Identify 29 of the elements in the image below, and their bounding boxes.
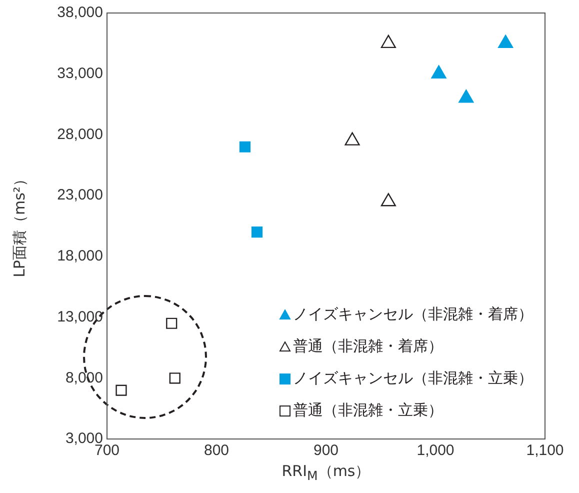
point: [166, 318, 178, 329]
point: [380, 34, 396, 48]
x-tick-label: 1,000: [416, 442, 454, 460]
legend-label: 普通（非混雑・着席）: [293, 336, 443, 355]
y-tick-label: 13,000: [57, 308, 103, 326]
y-tick-label: 33,000: [57, 65, 103, 82]
point: [169, 372, 180, 384]
point: [344, 132, 360, 146]
point: [116, 384, 127, 396]
point: [431, 65, 446, 78]
point: [498, 34, 514, 48]
y-tick-label: 18,000: [57, 248, 103, 265]
x-tick-label: 700: [94, 442, 120, 460]
y-tick-label: 8,000: [65, 369, 103, 386]
legend-label: 普通（非混雑・立乗）: [293, 400, 443, 419]
y-axis-title: LP面積（ms²）: [10, 170, 30, 280]
legend-label: ノイズキャンセル（非混雑・立乗）: [293, 368, 533, 387]
legend-label: ノイズキャンセル（非混雑・着席）: [293, 304, 533, 323]
point: [251, 226, 263, 238]
x-tick-label: 800: [204, 442, 230, 460]
point: [239, 141, 251, 152]
point: [458, 90, 474, 103]
y-tick-label: 38,000: [57, 4, 103, 22]
point: [380, 193, 396, 206]
x-tick-label: 900: [313, 442, 339, 460]
y-tick-label: 23,000: [57, 186, 103, 204]
y-tick-label: 28,000: [57, 126, 103, 143]
x-axis-title: RRI$_{M}$（ms）: [280, 462, 372, 483]
x-tick-label: 1,100: [526, 442, 564, 460]
